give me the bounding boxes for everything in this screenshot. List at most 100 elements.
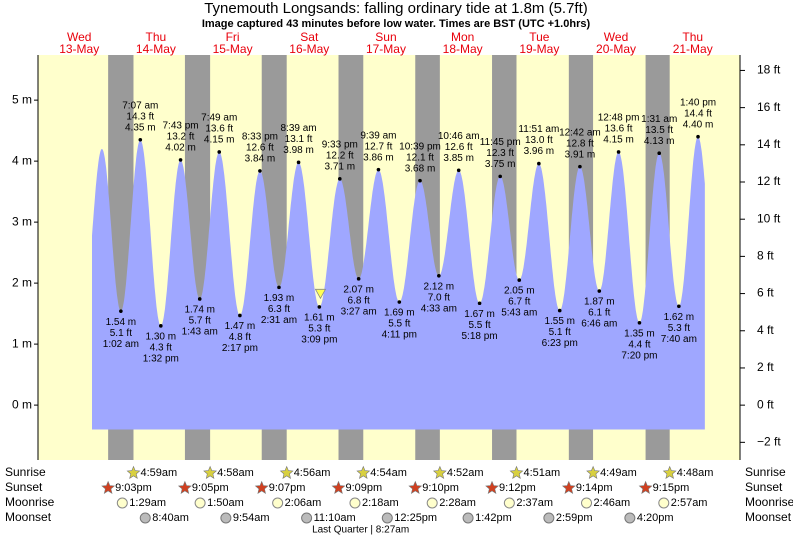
sunrise-icon xyxy=(279,465,294,479)
tide-label: 7:49 am xyxy=(201,113,237,124)
tide-label: 11:51 am xyxy=(518,124,559,135)
tide-point xyxy=(258,169,262,173)
tide-label: 1:43 am xyxy=(182,327,218,338)
sunrise-time: 4:58am xyxy=(217,467,254,479)
tide-label: 12.3 ft xyxy=(486,148,514,159)
sunset-icon xyxy=(485,480,499,494)
tide-label: 1:32 pm xyxy=(143,353,179,364)
tide-label: 5.3 ft xyxy=(308,324,330,335)
sunset-time: 9:09pm xyxy=(346,482,383,494)
moonrise-time: 2:18am xyxy=(362,497,399,509)
tide-label: 6:46 am xyxy=(581,319,617,330)
row-label: Sunset xyxy=(5,480,43,494)
tide-label: 5:43 am xyxy=(501,308,537,319)
sunset-icon xyxy=(177,480,192,494)
current-tide-marker xyxy=(314,288,327,300)
moonrise-icon xyxy=(503,497,515,509)
tide-label: 3.86 m xyxy=(363,152,394,163)
tide-label: 13.1 ft xyxy=(285,134,313,145)
sunrise-icon xyxy=(586,465,601,479)
tide-label: 9:39 am xyxy=(360,130,396,141)
chart-title: Tynemouth Longsands: falling ordinary ti… xyxy=(204,0,588,17)
tide-label: 1.74 m xyxy=(184,305,215,316)
tide-label: 5.3 ft xyxy=(668,323,690,334)
tide-label: 1.30 m xyxy=(146,331,177,342)
row-label: Moonset xyxy=(745,510,792,524)
day-date: 20-May xyxy=(596,42,636,56)
tide-point xyxy=(197,297,202,301)
tide-label: 7:40 am xyxy=(661,334,697,345)
moonset-icon xyxy=(139,512,151,524)
tide-label: 3.68 m xyxy=(405,163,436,174)
moonrise-time: 2:28am xyxy=(439,497,476,509)
tide-point xyxy=(578,164,582,169)
moonset-icon xyxy=(381,512,393,524)
tide-label: 1.93 m xyxy=(264,293,295,304)
sunset-icon xyxy=(561,480,576,494)
day-weekday: Fri xyxy=(226,30,240,44)
tide-label: 4.15 m xyxy=(603,135,634,146)
tide-point xyxy=(477,301,482,306)
sunrise-icon xyxy=(509,465,524,479)
day-weekday: Wed xyxy=(604,30,628,44)
tide-point xyxy=(159,324,163,328)
tide-label: 1.67 m xyxy=(464,309,495,320)
tide-label: 12.6 ft xyxy=(445,142,473,153)
tide-label: 9:33 pm xyxy=(322,139,358,150)
y-tick-label: 1 m xyxy=(12,336,32,350)
sunset-icon xyxy=(638,480,653,494)
tide-label: 4.35 m xyxy=(125,122,156,133)
moonrise-time: 2:06am xyxy=(285,497,322,509)
sunrise-icon xyxy=(662,465,677,479)
y2-tick-label: 0 ft xyxy=(757,397,774,411)
tide-label: 1.62 m xyxy=(664,312,695,323)
row-label: Moonrise xyxy=(745,495,793,509)
tide-label: 10:39 pm xyxy=(399,141,441,152)
tide-label: 14.4 ft xyxy=(684,108,712,119)
y-tick-label: 0 m xyxy=(12,397,32,411)
row-label: Sunset xyxy=(745,480,783,494)
tide-label: 3.96 m xyxy=(524,146,555,157)
sunset-icon xyxy=(331,480,346,494)
tide-label: 3.85 m xyxy=(443,153,474,164)
tide-point xyxy=(337,177,342,181)
tide-label: 3.98 m xyxy=(283,145,314,156)
tide-label: 13.6 ft xyxy=(605,124,633,135)
tide-label: 11:45 pm xyxy=(480,137,521,148)
tide-label: 10:46 am xyxy=(438,131,480,142)
tide-label: 6:23 pm xyxy=(542,338,578,349)
day-weekday: Mon xyxy=(451,30,474,44)
sunset-time: 9:14pm xyxy=(576,482,613,494)
moonset-icon xyxy=(462,512,474,524)
tide-point xyxy=(557,308,562,313)
tide-label: 12.1 ft xyxy=(406,152,434,163)
tide-label: 3:27 am xyxy=(341,306,377,317)
day-date: 14-May xyxy=(136,42,176,56)
tide-label: 5.7 ft xyxy=(189,316,211,327)
tide-point xyxy=(376,167,381,172)
sunrise-time: 4:56am xyxy=(294,467,331,479)
sunrise-icon xyxy=(203,465,218,479)
moonset-icon xyxy=(624,512,636,524)
tide-label: 12.8 ft xyxy=(566,138,594,149)
day-date: 17-May xyxy=(366,42,406,56)
moonrise-icon xyxy=(658,497,670,509)
moonrise-icon xyxy=(116,497,128,509)
tide-label: 8:39 am xyxy=(281,123,317,134)
y2-tick-label: 10 ft xyxy=(757,211,781,225)
tide-point xyxy=(317,305,322,309)
tide-point xyxy=(597,289,602,293)
tide-label: 4.8 ft xyxy=(229,332,251,343)
tide-point xyxy=(637,320,642,325)
tide-label: 2.07 m xyxy=(343,284,374,295)
y2-tick-label: 16 ft xyxy=(757,100,781,114)
day-weekday: Thu xyxy=(146,30,167,44)
moonrise-icon xyxy=(272,497,284,509)
tide-point xyxy=(437,273,441,278)
tide-label: 7:07 am xyxy=(122,100,158,111)
tide-point xyxy=(119,309,123,313)
water-area xyxy=(92,136,705,430)
tide-label: 3.91 m xyxy=(565,149,596,160)
